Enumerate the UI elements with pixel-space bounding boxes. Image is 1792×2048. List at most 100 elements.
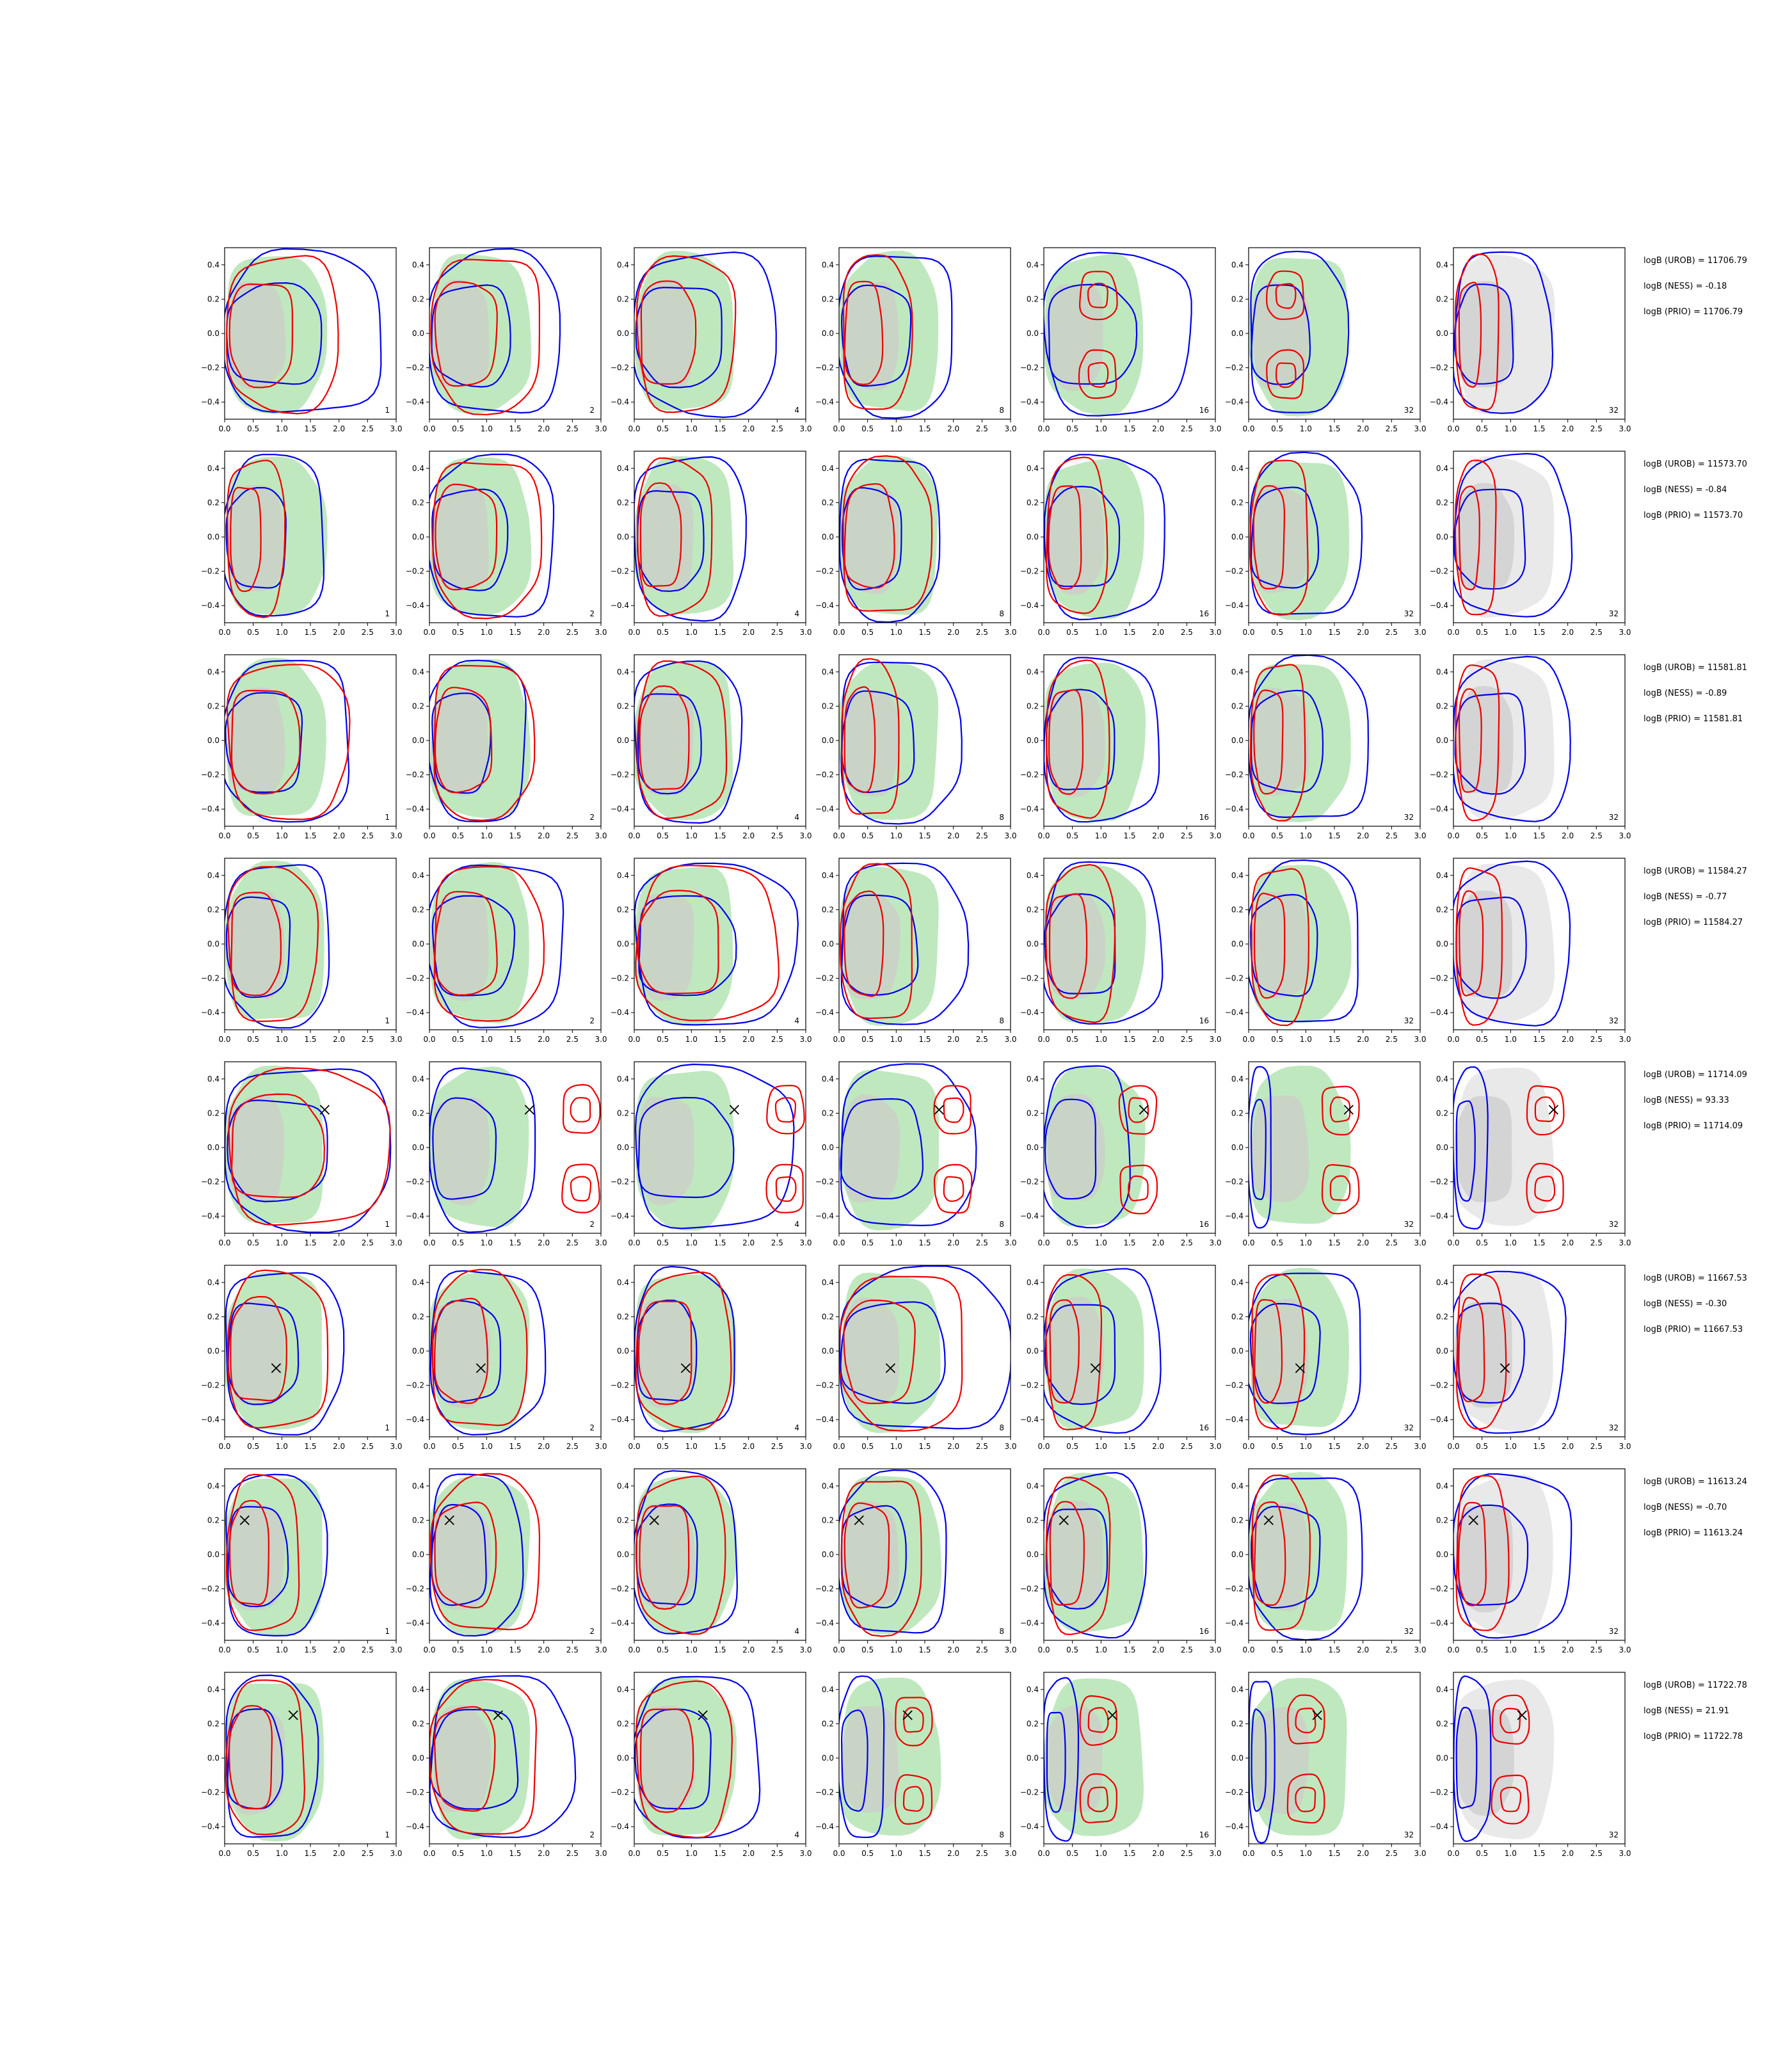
x-tick-label: 0.0 — [1447, 1442, 1459, 1451]
x-tick-label: 2.5 — [1386, 1645, 1398, 1654]
x-tick-label: 3.0 — [1619, 1035, 1631, 1044]
panel-count-label: 32 — [1609, 609, 1619, 618]
x-tick-label: 1.5 — [1328, 1645, 1340, 1654]
panel-count-label: 4 — [794, 1830, 799, 1839]
red-contour-mode-outer — [1266, 270, 1305, 320]
x-tick-label: 0.0 — [423, 1238, 435, 1247]
x-tick-label: 1.0 — [1300, 628, 1312, 637]
y-tick-label: 0.0 — [1027, 1550, 1039, 1559]
row-4-logB-notes: logB (UROB) = 11584.27 logB (NESS) = -0.7… — [1644, 867, 1747, 927]
x-tick-label: 0.5 — [1271, 628, 1283, 637]
y-tick-label: −0.4 — [1020, 804, 1039, 813]
blue-contour-inner — [227, 1506, 289, 1608]
y-tick-label: −0.2 — [1430, 1585, 1448, 1594]
x-tick-label: 0.5 — [1271, 1442, 1283, 1451]
x-tick-label: 0.5 — [247, 1645, 259, 1654]
y-tick-label: −0.2 — [201, 771, 220, 780]
blue-contour-inner — [1456, 1302, 1525, 1404]
reference-density-inner — [1046, 1297, 1105, 1404]
x-tick-label: 1.5 — [918, 831, 931, 840]
y-tick-label: 0.4 — [1436, 871, 1448, 880]
y-tick-label: 0.4 — [1231, 871, 1244, 880]
y-tick-label: 0.2 — [822, 1312, 834, 1321]
x-tick-label: 0.5 — [861, 1645, 874, 1654]
x-tick-label: 3.0 — [1004, 1849, 1016, 1858]
reference-density-inner — [1457, 483, 1515, 590]
x-tick-label: 3.0 — [1619, 831, 1631, 840]
red-contour-inner — [843, 1299, 916, 1405]
truth-marker — [1468, 1515, 1478, 1526]
x-tick-label: 3.0 — [595, 831, 607, 840]
y-tick-label: −0.4 — [815, 1822, 834, 1831]
panel-r1-c1: 0.0 0.5 1.0 1.5 2.0 2.5 3.0 0.4 0.2 0.0 −0.2 −0.4 1 — [201, 247, 403, 433]
y-tick-label: −0.2 — [1020, 974, 1039, 983]
x-tick-label: 1.0 — [1095, 424, 1107, 433]
red-contour-outer — [429, 1473, 541, 1631]
x-tick-label: 0.5 — [657, 1442, 669, 1451]
y-tick-label: −0.2 — [611, 974, 629, 983]
x-tick-label: 0.0 — [833, 424, 845, 433]
x-tick-label: 0.0 — [833, 1645, 845, 1654]
x-tick-label: 2.5 — [1181, 628, 1193, 637]
y-tick-label: 0.4 — [822, 1278, 834, 1287]
red-contour-mode-outer — [765, 1164, 804, 1213]
blue-contour-inner — [431, 692, 492, 794]
y-tick-label: 0.2 — [1436, 294, 1448, 303]
x-tick-label: 1.5 — [714, 1645, 726, 1654]
x-tick-label: 2.5 — [1590, 1849, 1603, 1858]
x-tick-label: 0.5 — [247, 831, 259, 840]
x-tick-label: 2.0 — [1562, 628, 1574, 637]
red-contour-inner — [640, 280, 697, 385]
red-contour-mode-inner — [1087, 282, 1108, 308]
panel-count-label: 2 — [589, 1627, 595, 1636]
x-tick-label: 0.0 — [833, 628, 845, 637]
x-tick-label: 2.5 — [771, 1238, 783, 1247]
red-contour-mode-inner — [1500, 1708, 1521, 1734]
panel-count-label: 2 — [589, 406, 595, 415]
x-tick-label: 1.0 — [685, 424, 698, 433]
truth-marker — [1517, 1710, 1527, 1720]
blue-contour-outer — [634, 1676, 761, 1839]
x-tick-label: 3.0 — [1209, 1442, 1221, 1451]
y-tick-label: −0.2 — [406, 1788, 424, 1797]
red-contour-mode-outer — [1078, 349, 1117, 399]
blue-contour-outer — [839, 1469, 947, 1634]
x-tick-label: 2.5 — [1386, 1442, 1398, 1451]
panel-r8-c1: 0.0 0.5 1.0 1.5 2.0 2.5 3.0 0.4 0.2 0.0 −0.2 −0.4 1 — [201, 1672, 403, 1858]
truth-marker — [493, 1710, 503, 1720]
y-tick-label: −0.4 — [1225, 1619, 1244, 1628]
x-tick-label: 2.5 — [1181, 1849, 1193, 1858]
blue-contour-outer — [1044, 1268, 1162, 1434]
blue-contour-outer — [429, 659, 527, 822]
red-contour-outer — [227, 866, 319, 1023]
x-tick-label: 1.0 — [685, 831, 698, 840]
red-contour-mode-outer — [933, 1164, 973, 1214]
red-contour-outer — [842, 455, 933, 612]
y-tick-label: 0.0 — [1231, 532, 1244, 541]
red-contour-mode-inner — [1276, 362, 1297, 388]
y-tick-label: 0.4 — [822, 260, 834, 269]
x-tick-label: 0.5 — [861, 831, 874, 840]
x-tick-label: 2.5 — [1181, 1442, 1193, 1451]
x-tick-label: 2.0 — [1357, 424, 1369, 433]
y-tick-label: 0.4 — [207, 668, 220, 676]
truth-marker — [885, 1363, 896, 1373]
y-tick-label: −0.2 — [611, 1178, 629, 1187]
blue-contour-outer — [225, 864, 330, 1029]
reference-density-inner — [431, 279, 490, 387]
panel-r6-c6: 0.0 0.5 1.0 1.5 2.0 2.5 3.0 0.4 0.2 0.0 −0.2 −0.4 32 — [1225, 1265, 1427, 1451]
y-tick-label: −0.4 — [1225, 397, 1244, 406]
x-tick-label: 0.0 — [628, 628, 640, 637]
red-contour-inner — [844, 686, 876, 794]
y-tick-label: 0.2 — [1027, 1516, 1039, 1524]
x-tick-label: 2.0 — [1152, 1645, 1164, 1654]
x-tick-label: 2.5 — [362, 1849, 374, 1858]
x-tick-label: 0.5 — [1271, 831, 1283, 840]
x-tick-label: 2.5 — [771, 1645, 783, 1654]
red-contour-mode-inner — [903, 1707, 924, 1733]
x-tick-label: 1.0 — [276, 424, 288, 433]
y-tick-label: 0.2 — [822, 1108, 834, 1117]
y-tick-label: −0.4 — [1225, 1822, 1244, 1831]
x-tick-label: 2.0 — [742, 1238, 755, 1247]
x-tick-label: 0.5 — [1271, 1035, 1283, 1044]
